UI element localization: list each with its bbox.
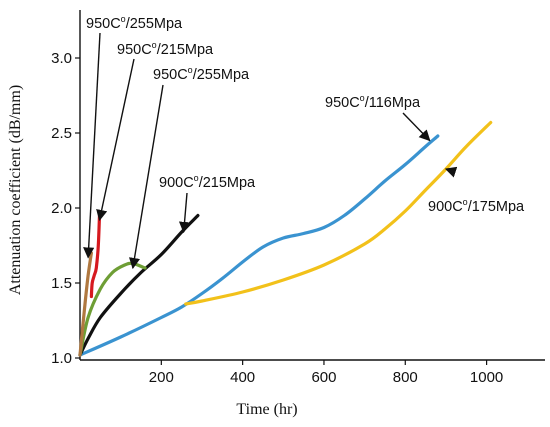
annotations-group: 950Co/255Mpa 950Co/215Mpa 950Co/255Mpa 900C…	[83, 14, 525, 270]
x-tick-label: 600	[311, 369, 336, 386]
series-line-4	[89, 213, 102, 299]
x-tick-label: 1000	[470, 369, 503, 386]
x-tick-label: 400	[230, 369, 255, 386]
annotation-label: 950Co/255Mpa	[86, 14, 183, 32]
annotation-arrow	[178, 192, 191, 234]
y-tick-label: 3.0	[51, 50, 72, 67]
annotation-arrow	[402, 112, 431, 142]
y-ticks: 1.0 1.5 2.0 2.5 3.0	[51, 50, 80, 367]
annotation-arrow	[96, 58, 135, 222]
y-axis-title: Attenuation coefficient (dB/mm)	[7, 85, 24, 295]
x-axis-title: Time (hr)	[236, 401, 297, 418]
y-tick-label: 2.0	[51, 200, 72, 217]
annotation-label: 950Co/215Mpa	[117, 40, 214, 58]
plot-area: 1.0 1.5 2.0 2.5 3.0 200 400 600 800 1000 950Co/2…	[51, 10, 545, 386]
y-tick-label: 2.5	[51, 125, 72, 142]
series-group	[78, 120, 493, 357]
annotation-arrow	[83, 32, 101, 259]
series-line-0	[78, 134, 440, 357]
annotation-label: 950Co/255Mpa	[153, 65, 250, 83]
series-line-2	[78, 213, 200, 357]
annotation-arrow	[128, 84, 164, 270]
annotation-label: 900Co/215Mpa	[159, 173, 256, 191]
x-tick-label: 800	[393, 369, 418, 386]
annotation-label: 900Co/175Mpa	[428, 197, 525, 215]
y-tick-label: 1.5	[51, 275, 72, 292]
annotation-label: 950Co/116Mpa	[325, 93, 421, 111]
y-tick-label: 1.0	[51, 350, 72, 367]
x-tick-label: 200	[149, 369, 174, 386]
x-ticks: 200 400 600 800 1000	[149, 360, 503, 386]
series-line-5	[78, 251, 93, 357]
annotation-arrow	[444, 166, 458, 178]
